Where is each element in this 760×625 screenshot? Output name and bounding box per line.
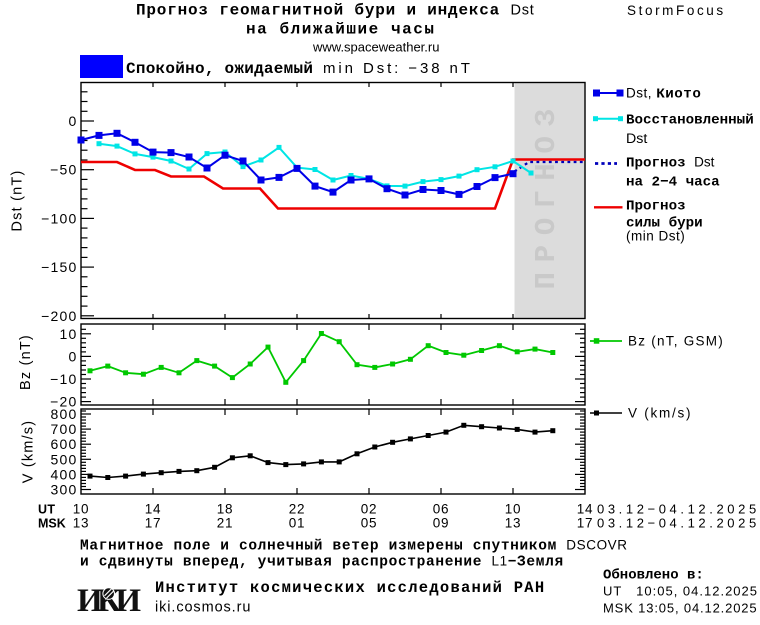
svg-text:Прогноз: Прогноз xyxy=(626,199,686,215)
svg-text:Прогноз Dst: Прогноз Dst xyxy=(626,155,715,172)
svg-text:400: 400 xyxy=(51,466,78,482)
svg-text:300: 300 xyxy=(51,482,78,498)
svg-text:17: 17 xyxy=(577,516,594,531)
svg-text:18: 18 xyxy=(217,502,234,517)
svg-text:iki.cosmos.ru: iki.cosmos.ru xyxy=(155,600,251,616)
svg-text:Прогноз геомагнитной бури и ин: Прогноз геомагнитной бури и индекса Dst xyxy=(136,2,535,20)
svg-text:13: 13 xyxy=(505,516,522,531)
svg-text:на 2−4 часа: на 2−4 часа xyxy=(626,175,720,191)
svg-text:MSK 13:05, 04.12.2025: MSK 13:05, 04.12.2025 xyxy=(603,601,757,616)
svg-text:14: 14 xyxy=(577,502,594,517)
svg-text:06: 06 xyxy=(433,502,450,517)
svg-text:UT 10:05, 04.12.2025: UT 10:05, 04.12.2025 xyxy=(603,584,758,599)
svg-text:−50: −50 xyxy=(50,162,77,178)
svg-text:700: 700 xyxy=(51,421,78,437)
svg-text:02: 02 xyxy=(361,502,378,517)
svg-text:03.12−04.12.2025: 03.12−04.12.2025 xyxy=(597,502,760,517)
svg-text:Институт космических исследова: Институт космических исследований РАН xyxy=(155,579,545,597)
svg-text:01: 01 xyxy=(289,516,306,531)
svg-text:−10: −10 xyxy=(50,371,77,387)
svg-text:силы бури: силы бури xyxy=(626,216,703,232)
svg-text:−20: −20 xyxy=(50,394,77,410)
svg-text:10: 10 xyxy=(505,502,522,517)
svg-text:(min Dst): (min Dst) xyxy=(626,229,685,244)
svg-text:0: 0 xyxy=(69,348,78,364)
svg-text:Спокойно, ожидаемый min Dst: −: Спокойно, ожидаемый min Dst: −38 nT xyxy=(126,60,473,78)
svg-text:на ближайшие часы: на ближайшие часы xyxy=(246,21,436,39)
svg-text:10: 10 xyxy=(73,502,90,517)
svg-text:21: 21 xyxy=(217,516,234,531)
svg-text:13: 13 xyxy=(73,516,90,531)
svg-text:Обновлено в:: Обновлено в: xyxy=(603,568,704,584)
svg-text:Bz (nT, GSM): Bz (nT, GSM) xyxy=(628,334,724,349)
svg-text:0: 0 xyxy=(69,113,78,129)
svg-text:www.spaceweather.ru: www.spaceweather.ru xyxy=(312,40,439,55)
svg-text:V (km/s): V (km/s) xyxy=(21,420,37,484)
svg-text:03.12−04.12.2025: 03.12−04.12.2025 xyxy=(597,516,760,531)
svg-text:14: 14 xyxy=(145,502,162,517)
svg-text:600: 600 xyxy=(51,436,78,452)
svg-text:09: 09 xyxy=(433,516,450,531)
svg-text:MSK: MSK xyxy=(38,517,66,531)
svg-text:−150: −150 xyxy=(41,259,77,275)
svg-text:22: 22 xyxy=(289,502,306,517)
svg-text:StormFocus: StormFocus xyxy=(627,3,726,18)
svg-text:Магнитное поле и солнечный вет: Магнитное поле и солнечный ветер измерен… xyxy=(80,538,628,555)
svg-text:500: 500 xyxy=(51,451,78,467)
svg-text:−200: −200 xyxy=(41,308,77,324)
svg-text:UT: UT xyxy=(38,503,55,517)
svg-text:800: 800 xyxy=(51,406,78,422)
svg-text:Dst: Dst xyxy=(626,131,647,147)
svg-text:10: 10 xyxy=(60,326,78,342)
svg-text:Dst (nT): Dst (nT) xyxy=(10,170,26,232)
svg-text:−100: −100 xyxy=(41,210,77,226)
svg-text:Dst, Киото: Dst, Киото xyxy=(626,86,701,103)
svg-text:ПРОГНОЗ: ПРОГНОЗ xyxy=(530,99,563,289)
svg-text:17: 17 xyxy=(145,516,162,531)
svg-text:и сдвинуты вперед, учитывая ра: и сдвинуты вперед, учитывая распростране… xyxy=(80,554,564,571)
svg-text:05: 05 xyxy=(361,516,378,531)
svg-text:V (km/s): V (km/s) xyxy=(628,406,692,421)
svg-text:Bz (nT): Bz (nT) xyxy=(18,334,34,390)
svg-text:Восстановленный: Восстановленный xyxy=(626,113,754,129)
